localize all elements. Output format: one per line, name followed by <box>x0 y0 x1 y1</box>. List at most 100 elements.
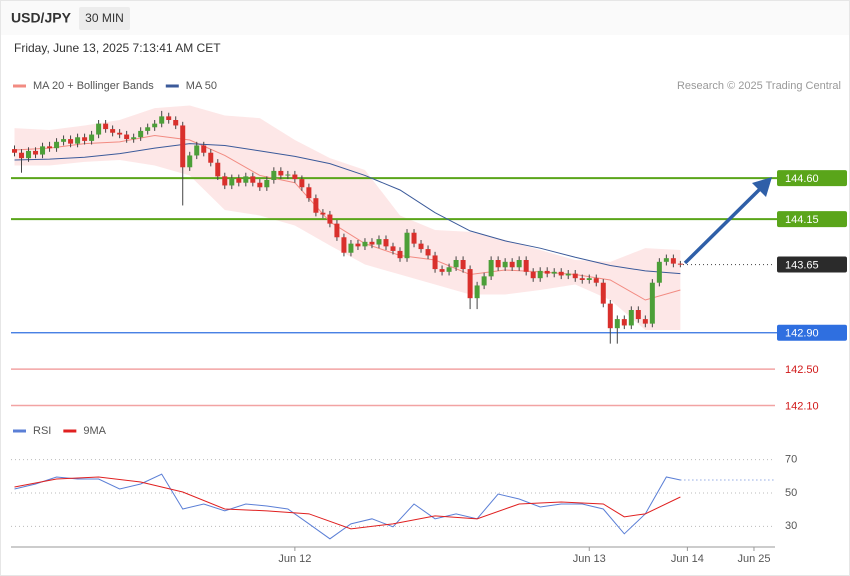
candle-body <box>530 271 536 279</box>
rsi-line <box>14 476 681 530</box>
legend-label: 9MA <box>83 425 106 437</box>
candle-body <box>187 155 193 168</box>
candle-body <box>19 152 25 159</box>
candle-body <box>138 130 144 138</box>
legend-swatch <box>165 84 179 88</box>
candle-body <box>411 232 417 244</box>
candle-body <box>61 139 67 142</box>
candle-body <box>488 260 494 277</box>
candle-body <box>236 178 242 183</box>
candle-body <box>495 260 501 268</box>
candle-body <box>159 116 165 124</box>
candle-body <box>243 176 249 183</box>
legend-swatch <box>13 429 26 433</box>
candle-body <box>649 282 655 324</box>
level-label: 144.60 <box>785 173 819 185</box>
candle-body <box>600 282 606 304</box>
candle-body <box>677 263 683 265</box>
candle-body <box>670 258 676 264</box>
level-label: 143.65 <box>785 259 819 271</box>
candle-body <box>656 261 662 283</box>
y-tick-label: 70 <box>785 454 797 466</box>
candle-body <box>572 273 578 279</box>
candle-body <box>33 150 39 155</box>
candle-body <box>75 137 81 144</box>
candle-body <box>537 270 543 279</box>
y-tick-label: 50 <box>785 487 797 499</box>
candle-body <box>642 319 648 324</box>
candle-body <box>131 137 137 140</box>
level-label: 142.10 <box>785 400 819 412</box>
candle-body <box>12 149 18 153</box>
timeframe: 30 MIN <box>85 11 124 25</box>
arrow-head <box>752 177 772 197</box>
candle-body <box>453 260 459 268</box>
candle-body <box>313 198 319 213</box>
legend-label: RSI <box>33 425 51 437</box>
candle-body <box>334 223 340 238</box>
candle-body <box>215 162 221 177</box>
candle-body <box>383 239 389 247</box>
candle-body <box>593 278 599 283</box>
candle-body <box>544 270 550 274</box>
candle-body <box>194 145 200 156</box>
candle-body <box>82 137 88 141</box>
candle-body <box>145 127 151 131</box>
candle-body <box>369 241 375 245</box>
forecast-arrow <box>683 177 772 265</box>
legend-label: MA 20 + Bollinger Bands <box>33 80 154 92</box>
candle-body <box>404 232 410 259</box>
candle-body <box>635 310 641 320</box>
candle-body <box>54 141 60 149</box>
symbol: USD/JPY <box>11 10 72 26</box>
candle-body <box>26 150 32 159</box>
level-label-box <box>777 324 847 341</box>
legend-swatch <box>63 429 77 433</box>
candle-body <box>89 134 95 141</box>
candle-body <box>481 276 487 286</box>
x-tick-label: Jun 13 <box>573 553 606 565</box>
legend-swatch <box>13 84 26 88</box>
candle-body <box>523 260 529 272</box>
header-bar <box>1 1 849 35</box>
credit: Research © 2025 Trading Central <box>677 80 841 92</box>
candle-body <box>460 260 466 270</box>
candle-body <box>418 243 424 250</box>
candle-body <box>68 139 74 144</box>
candle-body <box>47 146 53 149</box>
candle-body <box>390 246 396 251</box>
candle-body <box>432 255 438 270</box>
candle-body <box>320 212 326 215</box>
candle-body <box>152 123 158 128</box>
candle-body <box>425 249 431 256</box>
candle-body <box>285 174 291 176</box>
candle-body <box>271 170 277 180</box>
candle-body <box>40 146 46 155</box>
candle-body <box>292 174 298 180</box>
candle-body <box>565 273 571 276</box>
candle-body <box>166 116 172 120</box>
candle-body <box>355 243 361 247</box>
candle-body <box>467 269 473 299</box>
level-label-box <box>777 256 847 273</box>
candle-body <box>257 182 263 188</box>
candle-body <box>348 243 354 253</box>
candle-body <box>362 241 368 247</box>
candle-body <box>264 180 270 188</box>
candle-body <box>621 319 627 326</box>
candle-body <box>474 285 480 299</box>
candle-body <box>299 179 305 188</box>
candle-body <box>229 178 235 186</box>
candle-body <box>110 129 116 133</box>
candle-body <box>586 278 592 280</box>
candle-body <box>502 261 508 268</box>
timeframe-box <box>79 7 130 30</box>
candle-body <box>516 260 522 268</box>
candle-body <box>306 187 312 199</box>
candle-body <box>208 152 214 163</box>
level-label: 144.15 <box>785 214 819 226</box>
candle-body <box>376 239 382 245</box>
candle-body <box>509 261 515 268</box>
